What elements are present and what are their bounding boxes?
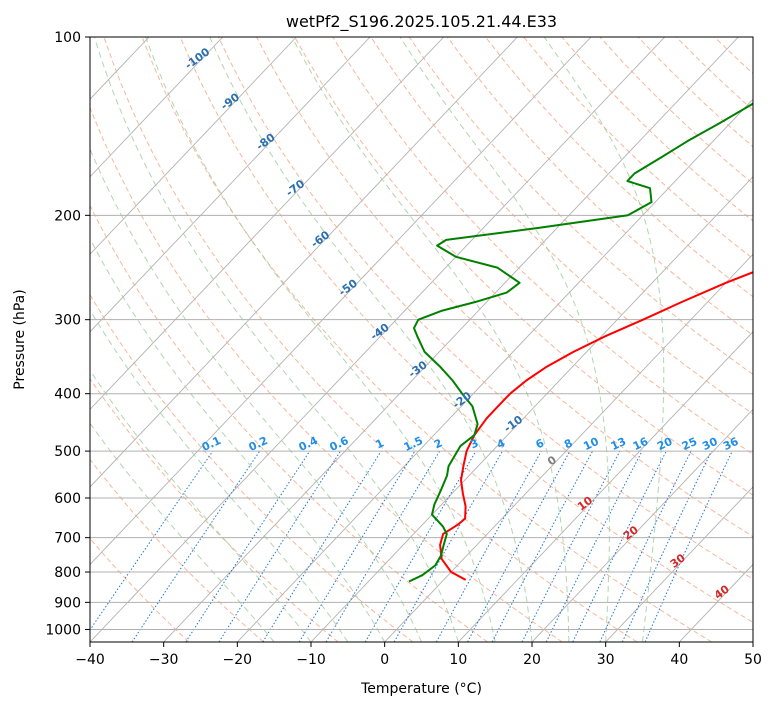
mixing-ratio-label: 13 — [609, 435, 628, 453]
mixing-ratio-line — [262, 450, 382, 642]
dry-adiabat-line — [103, 37, 638, 642]
dry-adiabat-line — [90, 537, 190, 642]
dry-adiabat-line — [90, 458, 264, 642]
mixing-ratio-line — [621, 450, 712, 642]
x-tick-label: 10 — [449, 652, 467, 668]
y-tick-label: 600 — [54, 491, 81, 507]
x-tick-label: 20 — [523, 652, 541, 668]
x-tick-label: −40 — [75, 652, 105, 668]
isotherm-line — [605, 486, 753, 642]
dry-adiabat-line — [90, 293, 414, 642]
mixing-ratio-label: 20 — [655, 435, 675, 453]
isotherm-line — [163, 37, 739, 642]
dry-adiabat-line — [370, 37, 753, 415]
dry-adiabat-line — [141, 37, 712, 642]
moist-adiabat-line — [93, 37, 459, 642]
y-tick-label: 200 — [54, 208, 81, 224]
dry-adiabat-line — [90, 106, 563, 642]
isotherm-line — [237, 98, 753, 642]
dry-adiabat-line — [179, 37, 753, 623]
mixing-ratio-line — [325, 450, 441, 642]
y-tick-label: 300 — [54, 313, 81, 329]
y-tick-label: 700 — [54, 531, 81, 547]
dry-adiabat-line — [408, 37, 753, 375]
y-tick-label: 1000 — [45, 622, 81, 638]
chart-title: wetPf2_S196.2025.105.21.44.E33 — [286, 12, 557, 32]
y-tick-label: 100 — [54, 30, 81, 46]
moist-adiabat-line — [543, 37, 665, 642]
moist-adiabat-line — [209, 37, 533, 642]
mixing-ratio-label: 36 — [721, 435, 741, 453]
y-tick-label: 400 — [54, 387, 81, 403]
temperature-profile-line — [439, 271, 753, 581]
moist-adiabat-line — [90, 422, 275, 642]
moist-adiabat-line — [145, 37, 496, 642]
isotherm-line — [384, 253, 753, 642]
x-axis: −40 −30 −20 −10 0 10 20 30 40 50 — [75, 642, 762, 668]
x-tick-label: 50 — [744, 652, 762, 668]
isotherm-line — [90, 37, 445, 411]
mixing-ratio-line — [545, 450, 643, 642]
isotherm-line — [90, 37, 371, 333]
y-tick-label: 500 — [54, 444, 81, 460]
y-tick-label: 900 — [54, 595, 81, 611]
plot-frame — [89, 36, 754, 643]
isotherm-line — [458, 331, 753, 642]
y-axis-title: Pressure (hPa) — [12, 289, 28, 389]
isotherm-line — [90, 37, 224, 178]
x-tick-label: 40 — [670, 652, 688, 668]
dry-adiabat-line — [90, 204, 488, 642]
x-tick-label: 30 — [597, 652, 615, 668]
dry-adiabat-line — [217, 37, 753, 580]
mixing-ratio-line — [298, 450, 416, 642]
mixing-ratio-line — [644, 450, 733, 642]
mixing-ratio-line — [521, 450, 621, 642]
y-axis: 100 200 300 400 500 600 700 800 900 1000 — [45, 30, 90, 638]
moist-adiabat-line — [291, 37, 570, 642]
moist-adiabat-line — [399, 37, 610, 642]
profile-series — [408, 102, 753, 583]
isotherm-line — [90, 37, 297, 255]
x-tick-label: −30 — [149, 652, 179, 668]
moist-adiabat-line — [90, 369, 312, 642]
mixing-ratio-line — [393, 450, 503, 642]
isotherm-line — [90, 37, 592, 566]
plot-area: -100-90-80-70-60-50-40-30-20-10010203040… — [89, 36, 754, 643]
mixing-ratio-label: 16 — [631, 435, 651, 453]
mixing-ratio-line — [467, 450, 571, 642]
mixing-ratio-line — [218, 450, 341, 642]
isotherm-line — [531, 408, 753, 642]
moist-adiabat-line — [90, 237, 386, 642]
dry-adiabat-line — [294, 37, 753, 496]
mixing-ratio-line — [185, 450, 311, 642]
y-tick-label: 800 — [54, 565, 81, 581]
isotherm-line — [90, 37, 518, 488]
mixing-ratio-line — [491, 450, 594, 642]
moist-adiabat-line — [90, 147, 422, 642]
x-axis-title: Temperature (°C) — [360, 681, 482, 697]
mixing-ratio-label: 30 — [700, 435, 720, 453]
mixing-ratio-line — [435, 450, 542, 642]
moist-adiabat-line — [90, 309, 349, 642]
x-tick-label: −10 — [296, 652, 326, 668]
mixing-ratio-label: 25 — [680, 435, 699, 453]
x-tick-label: −20 — [223, 652, 253, 668]
mixing-ratio-line — [131, 450, 261, 642]
background-lines — [90, 37, 753, 642]
x-tick-label: 0 — [380, 652, 389, 668]
mixing-ratio-line — [599, 450, 692, 642]
mixing-ratio-line — [90, 450, 214, 631]
dewpoint-profile-line — [408, 102, 753, 583]
mixing-ratio-label: 10 — [581, 435, 601, 453]
